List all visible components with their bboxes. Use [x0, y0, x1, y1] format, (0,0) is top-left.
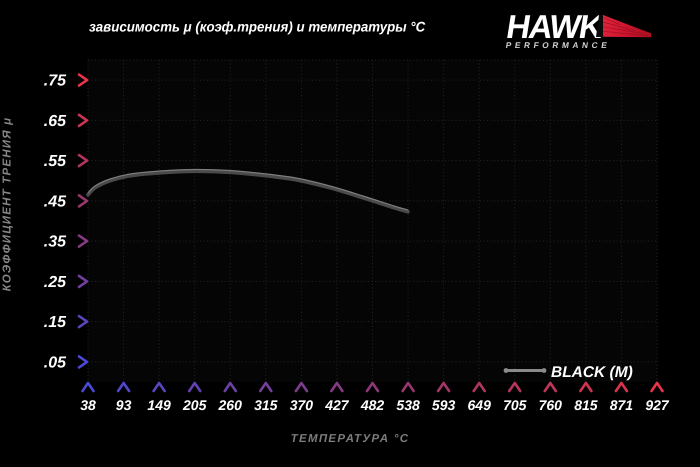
svg-text:482: 482 [360, 397, 385, 413]
svg-text:.45: .45 [44, 193, 67, 210]
svg-text:871: 871 [610, 397, 634, 413]
svg-text:370: 370 [290, 397, 314, 413]
svg-text:.35: .35 [44, 234, 67, 251]
svg-text:38: 38 [80, 397, 96, 413]
svg-text:649: 649 [468, 397, 492, 413]
svg-text:.75: .75 [44, 73, 67, 90]
svg-text:.15: .15 [44, 314, 67, 331]
svg-text:427: 427 [324, 397, 350, 413]
svg-text:705: 705 [503, 397, 527, 413]
svg-text:593: 593 [432, 397, 456, 413]
svg-text:.55: .55 [44, 153, 67, 170]
svg-text:205: 205 [182, 397, 207, 413]
svg-text:.25: .25 [44, 274, 67, 291]
svg-text:815: 815 [574, 397, 598, 413]
svg-text:BLACK (M): BLACK (M) [551, 364, 633, 381]
svg-text:315: 315 [254, 397, 278, 413]
svg-text:93: 93 [116, 397, 132, 413]
svg-text:927: 927 [645, 397, 670, 413]
svg-text:.05: .05 [44, 354, 67, 371]
svg-text:760: 760 [539, 397, 563, 413]
svg-text:260: 260 [218, 397, 243, 413]
svg-text:.65: .65 [44, 113, 67, 130]
svg-text:149: 149 [147, 397, 171, 413]
svg-text:538: 538 [396, 397, 420, 413]
